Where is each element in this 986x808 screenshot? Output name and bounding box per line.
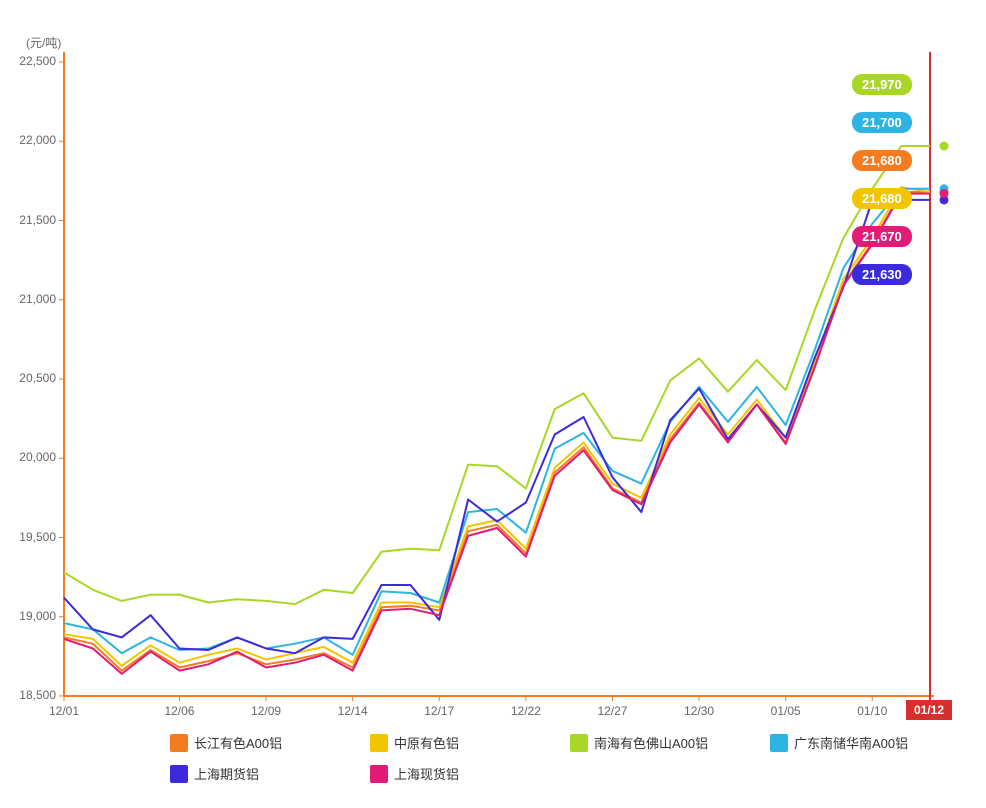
series-line[interactable] — [64, 146, 930, 604]
y-tick-label: 22,500 — [6, 54, 56, 68]
value-badge: 21,630 — [852, 264, 912, 285]
legend-item[interactable]: 广东南储华南A00铝 — [770, 733, 970, 752]
legend-label: 广东南储华南A00铝 — [794, 733, 908, 752]
x-tick-label: 12/30 — [684, 704, 714, 718]
legend-item[interactable]: 中原有色铝 — [370, 733, 570, 752]
value-badge: 21,700 — [852, 112, 912, 133]
x-tick-label: 12/17 — [424, 704, 454, 718]
value-badge: 21,970 — [852, 74, 912, 95]
legend-label: 上海期货铝 — [194, 764, 259, 783]
legend-swatch — [770, 734, 788, 752]
y-tick-label: 21,000 — [6, 292, 56, 306]
y-tick-label: 19,000 — [6, 609, 56, 623]
x-tick-label: 12/14 — [338, 704, 368, 718]
legend-label: 上海现货铝 — [394, 764, 459, 783]
y-tick-label: 20,500 — [6, 371, 56, 385]
legend-item[interactable]: 上海现货铝 — [370, 764, 570, 783]
y-tick-label: 18,500 — [6, 688, 56, 702]
x-tick-label: 12/22 — [511, 704, 541, 718]
value-badge: 21,680 — [852, 188, 912, 209]
x-tick-label: 01/10 — [857, 704, 887, 718]
y-tick-label: 22,000 — [6, 133, 56, 147]
legend-swatch — [370, 765, 388, 783]
legend-item[interactable]: 南海有色佛山A00铝 — [570, 733, 770, 752]
legend-swatch — [170, 734, 188, 752]
y-tick-label: 20,000 — [6, 450, 56, 464]
chart-svg — [0, 0, 986, 808]
x-tick-label: 12/09 — [251, 704, 281, 718]
value-badge: 21,670 — [852, 226, 912, 247]
series-line[interactable] — [64, 194, 930, 674]
legend-swatch — [570, 734, 588, 752]
y-tick-label: 21,500 — [6, 213, 56, 227]
legend-item[interactable]: 长江有色A00铝 — [170, 733, 370, 752]
series-line[interactable] — [64, 200, 930, 653]
x-tick-label: 12/06 — [164, 704, 194, 718]
legend-swatch — [370, 734, 388, 752]
x-tick-label: 12/01 — [49, 704, 79, 718]
y-tick-label: 19,500 — [6, 530, 56, 544]
legend: 长江有色A00铝 中原有色铝 南海有色佛山A00铝 广东南储华南A00铝上海期货铝 上海… — [170, 733, 986, 783]
x-tick-label: 12/27 — [597, 704, 627, 718]
value-badge: 21,680 — [852, 150, 912, 171]
chart-container: (元/吨) 18,50019,00019,50020,00020,50021,0… — [0, 0, 986, 808]
x-tick-label: 01/05 — [771, 704, 801, 718]
legend-label: 长江有色A00铝 — [194, 733, 282, 752]
cursor-date-badge: 01/12 — [906, 700, 952, 720]
series-line[interactable] — [64, 187, 930, 666]
legend-swatch — [170, 765, 188, 783]
legend-label: 中原有色铝 — [394, 733, 459, 752]
legend-label: 南海有色佛山A00铝 — [594, 733, 708, 752]
legend-item[interactable]: 上海期货铝 — [170, 764, 370, 783]
series-line[interactable] — [64, 189, 930, 655]
